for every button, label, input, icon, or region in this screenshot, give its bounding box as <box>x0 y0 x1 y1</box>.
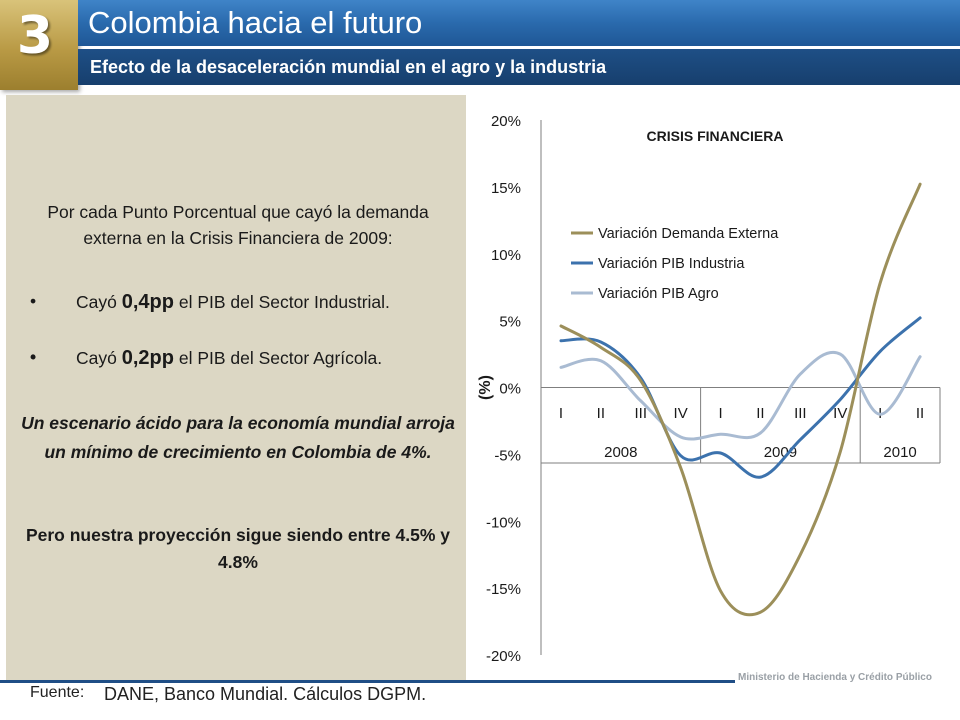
footer-divider <box>0 680 735 683</box>
bullet-suffix: el PIB del Sector Industrial. <box>173 292 390 312</box>
y-tick-label: -5% <box>494 447 521 464</box>
section-number: 3 <box>16 6 54 66</box>
y-tick-label: 10% <box>491 247 521 264</box>
x-tick-label: II <box>916 405 924 422</box>
y-tick-label: 0% <box>499 381 521 398</box>
y-tick-label: -15% <box>486 581 521 598</box>
bullet-value: 0,4pp <box>121 291 174 313</box>
line-chart: 20% 15% 10% 5% 0% -5% -10% -15% -20% (%) 2008 2009 2… <box>477 113 941 665</box>
section-badge: 3 <box>0 0 78 90</box>
y-tick-label: 20% <box>491 113 521 130</box>
intro-text: Por cada Punto Porcentual que cayó la de… <box>47 202 429 248</box>
x-tick-label: IV <box>833 405 847 422</box>
bullet-prefix: Cayó <box>76 292 122 312</box>
x-tick-label: IV <box>674 405 688 422</box>
bullet-value: 0,2pp <box>121 347 174 369</box>
ministry-watermark: Ministerio de Hacienda y Crédito Público <box>738 672 932 683</box>
y-tick-label: -10% <box>486 514 521 531</box>
chart-panel: 20% 15% 10% 5% 0% -5% -10% -15% -20% (%) 2008 2009 2… <box>466 95 960 680</box>
legend-label: Variación Demanda Externa <box>598 226 779 242</box>
y-tick-label: -20% <box>486 648 521 665</box>
x-tick-label: II <box>597 405 605 422</box>
series-line-2 <box>559 350 922 441</box>
x-tick-label: II <box>756 405 764 422</box>
source-label: Fuente: <box>30 684 85 701</box>
year-label: 2010 <box>883 444 916 461</box>
chart-annotation: CRISIS FINANCIERA <box>647 128 784 144</box>
legend-label: Variación PIB Industria <box>598 256 745 272</box>
bullet-symbol: • <box>30 347 37 367</box>
slide-title: Colombia hacia el futuro <box>88 5 423 40</box>
y-axis-title: (%) <box>477 375 494 400</box>
x-tick-label: III <box>634 405 647 422</box>
bullet-symbol: • <box>30 291 37 311</box>
y-tick-label: 5% <box>499 314 521 331</box>
series-line-0 <box>559 182 922 617</box>
year-label: 2009 <box>764 444 797 461</box>
scenario-text: Un escenario ácido para la economía mund… <box>21 413 455 462</box>
x-tick-label: I <box>559 405 563 422</box>
slide-subtitle: Efecto de la desaceleración mundial en e… <box>90 57 607 77</box>
year-label: 2008 <box>604 444 637 461</box>
source-text: DANE, Banco Mundial. Cálculos DGPM. <box>104 684 427 704</box>
legend-label: Variación PIB Agro <box>598 286 719 302</box>
x-tick-label: I <box>718 405 722 422</box>
bullet-suffix: el PIB del Sector Agrícola. <box>173 348 383 368</box>
y-tick-label: 15% <box>491 180 521 197</box>
title-bar: Colombia hacia el futuro <box>78 0 960 46</box>
text-panel: Por cada Punto Porcentual que cayó la de… <box>6 95 466 680</box>
subtitle-bar: Efecto de la desaceleración mundial en e… <box>78 49 960 85</box>
bullet-prefix: Cayó <box>76 348 122 368</box>
projection-text: Pero nuestra proyección sigue siendo ent… <box>25 525 451 572</box>
x-tick-label: III <box>794 405 807 422</box>
